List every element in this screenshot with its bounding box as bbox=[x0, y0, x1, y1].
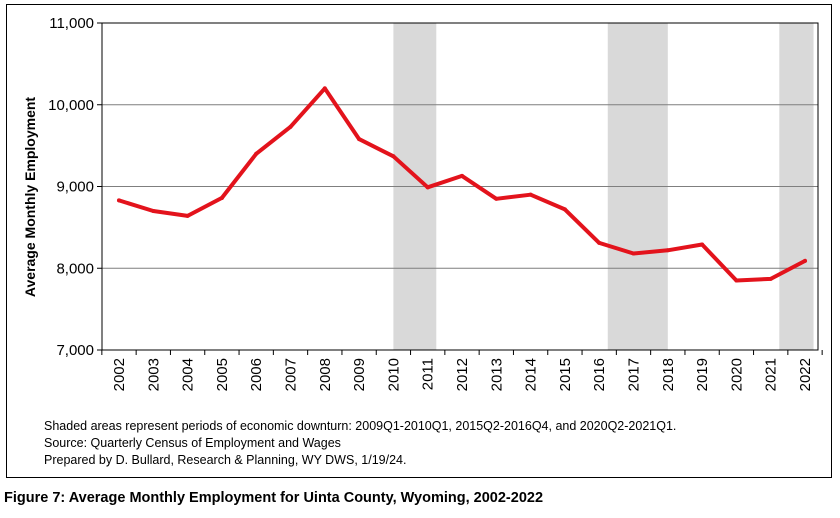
x-tick-label: 2004 bbox=[180, 358, 197, 391]
y-tick-label: 9,000 bbox=[56, 179, 94, 196]
x-tick-label: 2022 bbox=[797, 358, 814, 391]
data-point bbox=[494, 196, 499, 201]
x-tick-label: 2002 bbox=[111, 358, 128, 391]
data-point bbox=[597, 240, 602, 245]
y-axis-ticks: 7,000 8,000 9,000 10,000 11,000 bbox=[48, 15, 102, 359]
x-tick-label: 2005 bbox=[214, 358, 231, 391]
data-point bbox=[803, 258, 807, 263]
x-tick-label: 2020 bbox=[728, 358, 745, 391]
data-point bbox=[562, 207, 567, 212]
y-tick-label: 10,000 bbox=[48, 97, 94, 114]
data-point bbox=[425, 185, 430, 190]
data-point bbox=[288, 124, 293, 129]
x-tick-label: 2019 bbox=[694, 358, 711, 391]
data-point bbox=[322, 86, 327, 91]
data-point bbox=[185, 213, 190, 218]
x-tick-label: 2011 bbox=[420, 358, 437, 390]
data-point bbox=[219, 195, 224, 200]
y-axis-label: Average Monthly Employment bbox=[22, 97, 38, 298]
line-chart: 7,000 8,000 9,000 10,000 11,000 2002 2003 2004… bbox=[22, 15, 823, 391]
data-point bbox=[528, 192, 533, 197]
gridlines bbox=[102, 22, 818, 351]
series-line-1 bbox=[117, 86, 807, 283]
data-point bbox=[631, 251, 636, 256]
data-point bbox=[357, 137, 362, 142]
plot-border bbox=[101, 22, 819, 351]
data-point bbox=[391, 154, 396, 159]
figure-caption: Figure 7: Average Monthly Employment for… bbox=[4, 490, 544, 506]
x-tick-label: 2012 bbox=[454, 358, 471, 391]
note-shading: Shaded areas represent periods of econom… bbox=[44, 419, 677, 433]
x-tick-label: 2017 bbox=[626, 358, 643, 391]
data-point bbox=[700, 242, 705, 247]
series-line bbox=[117, 86, 807, 283]
x-tick-label: 2016 bbox=[591, 358, 608, 391]
x-tick-label: 2015 bbox=[557, 358, 574, 391]
x-tick-label: 2010 bbox=[385, 358, 402, 391]
x-axis-ticks: 2002 2003 2004 2005 2006 2007 2008 2009 2010 2011… bbox=[101, 350, 823, 391]
data-point bbox=[254, 151, 259, 156]
data-point bbox=[460, 173, 464, 178]
plot-area-border bbox=[101, 22, 819, 351]
data-point bbox=[734, 278, 739, 283]
x-tick-label: 2008 bbox=[317, 358, 334, 391]
x-tick-label: 2021 bbox=[763, 358, 780, 391]
note-prepared-by: Prepared by D. Bullard, Research & Plann… bbox=[44, 453, 407, 467]
y-tick-label: 11,000 bbox=[49, 15, 94, 32]
x-tick-label: 2018 bbox=[660, 358, 677, 391]
note-source: Source: Quarterly Census of Employment a… bbox=[44, 436, 341, 450]
data-point bbox=[768, 276, 773, 281]
x-tick-label: 2006 bbox=[248, 358, 265, 391]
x-tick-label: 2014 bbox=[523, 358, 540, 391]
x-tick-label: 2013 bbox=[488, 358, 505, 391]
x-tick-label: 2007 bbox=[283, 358, 300, 391]
data-point bbox=[665, 248, 670, 253]
y-tick-label: 8,000 bbox=[56, 260, 94, 277]
x-tick-label: 2009 bbox=[351, 358, 368, 391]
data-point bbox=[151, 209, 156, 214]
data-point bbox=[117, 198, 121, 203]
x-tick-label: 2003 bbox=[145, 358, 162, 391]
y-tick-label: 7,000 bbox=[56, 342, 94, 359]
